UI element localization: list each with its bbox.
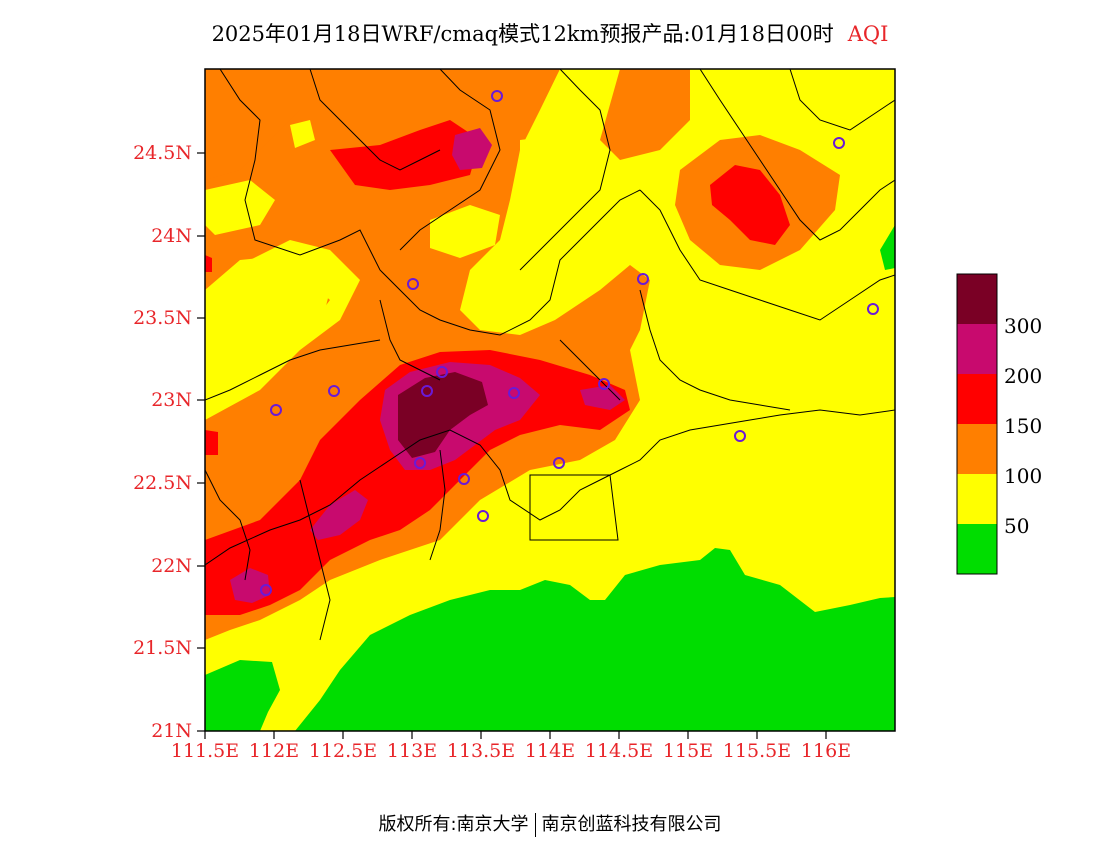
x-tick-label: 115E (662, 740, 714, 762)
aqi-field (205, 69, 895, 731)
station-marker (407, 278, 419, 290)
station-marker (508, 387, 520, 399)
x-tick-label: 114E (524, 740, 576, 762)
station-marker (637, 273, 649, 285)
colorbar-swatch-50-100 (957, 474, 997, 524)
station-marker (477, 510, 489, 522)
colorbar-swatch-150-200 (957, 374, 997, 424)
station-marker (436, 366, 448, 378)
x-tick-label: 112.5E (308, 740, 378, 762)
y-tick-label: 23N (151, 389, 192, 411)
y-tick-label: 24.5N (133, 142, 192, 164)
copyright-left: 版权所有:南京大学 (378, 814, 529, 835)
copyright-footer: 版权所有:南京大学 南京创蓝科技有限公司 (0, 810, 1100, 837)
x-tick-label: 112E (248, 740, 300, 762)
colorbar (956, 273, 998, 575)
title-text: 2025年01月18日WRF/cmaq模式12km预报产品:01月18日00时 (211, 22, 834, 46)
station-marker (260, 584, 272, 596)
station-marker (458, 473, 470, 485)
colorbar-swatch-100-150 (957, 424, 997, 474)
colorbar-label: 150 (1004, 414, 1043, 438)
footer-separator (534, 813, 536, 837)
station-marker (421, 385, 433, 397)
colorbar-swatch-300-plus (957, 274, 997, 324)
aqi-band-0-50 (205, 225, 895, 731)
y-tick-label: 22N (151, 555, 192, 577)
axis-ticks (197, 152, 827, 739)
aqi-band-300-plus (398, 372, 488, 458)
colorbar-swatch-200-300 (957, 324, 997, 374)
copyright-right: 南京创蓝科技有限公司 (541, 814, 722, 835)
station-marker (598, 378, 610, 390)
colorbar-label: 50 (1004, 514, 1030, 538)
x-tick-label: 115.5E (722, 740, 792, 762)
y-tick-label: 21.5N (133, 637, 192, 659)
station-marker (491, 90, 503, 102)
x-tick-label: 111.5E (170, 740, 240, 762)
x-tick-label: 114.5E (584, 740, 654, 762)
y-tick-label: 24N (151, 225, 192, 247)
y-tick-label: 21N (151, 720, 192, 742)
colorbar-label: 200 (1004, 364, 1043, 388)
station-marker (328, 385, 340, 397)
station-marker (553, 457, 565, 469)
colorbar-swatch-0-50 (957, 524, 997, 574)
station-marker (833, 137, 845, 149)
aqi-band-150-200 (205, 120, 790, 615)
y-tick-label: 22.5N (133, 472, 192, 494)
station-marker (734, 430, 746, 442)
station-marker (867, 303, 879, 315)
title-variable: AQI (847, 22, 889, 46)
colorbar-label: 300 (1004, 314, 1043, 338)
station-markers (260, 90, 879, 596)
aqi-band-50-100-pockets (205, 120, 580, 370)
station-marker (414, 457, 426, 469)
colorbar-frame (956, 273, 998, 575)
x-tick-label: 113E (386, 740, 438, 762)
x-tick-label: 113.5E (446, 740, 516, 762)
y-tick-label: 23.5N (133, 307, 192, 329)
map-title: 2025年01月18日WRF/cmaq模式12km预报产品:01月18日00时 A… (0, 18, 1100, 48)
x-tick-label: 116E (800, 740, 852, 762)
boundary-lines (205, 69, 895, 641)
station-marker (270, 404, 282, 416)
colorbar-label: 100 (1004, 464, 1043, 488)
